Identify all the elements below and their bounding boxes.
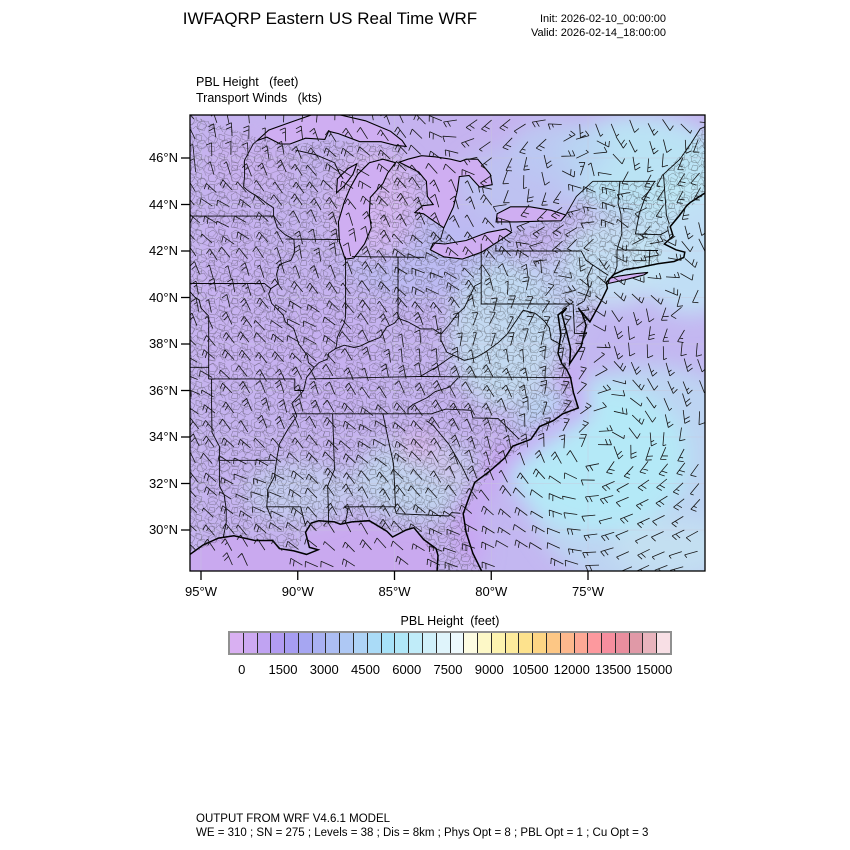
atlantic-coastline [462,192,705,571]
colorbar-tick-label: 4500 [351,662,380,677]
footer-model-line: OUTPUT FROM WRF V4.6.1 MODEL [196,813,391,825]
colorbar-cell [367,633,382,653]
colorbar-tick-label: 1500 [268,662,298,677]
field-label-winds: Transport Winds (kts) [196,91,322,105]
lon-tick-label: 75°W [572,584,604,599]
colorbar-cell [326,633,341,653]
colorbar-tick-label: 13500 [594,662,632,677]
colorbar-cell [271,633,286,653]
lat-tick-label: 32°N [148,475,178,491]
colorbar-cell [381,633,396,653]
colorbar-tick-label: 9000 [474,662,504,677]
lat-tick-label: 46°N [148,150,178,165]
colorbar-cell [629,633,644,653]
lat-tick-label: 30°N [148,522,178,537]
lon-tick-label: 80°W [475,584,508,599]
state-borders [190,126,705,538]
colorbar-cell [505,633,520,653]
gulf-of-mexico [190,520,438,571]
lat-tick-label: 44°N [148,196,178,212]
colorbar-cell [230,633,244,653]
field-label-pbl: PBL Height (feet) [196,75,299,89]
axis-tick-marks [181,157,589,580]
colorbar-cell [574,633,589,653]
colorbar-cell [643,633,658,653]
colorbar [228,631,672,655]
colorbar-cell [533,633,547,653]
colorbar-tick-label: 12000 [553,662,590,677]
colorbar-cell [298,633,313,653]
colorbar-cell [409,633,423,653]
colorbar-cell [243,633,258,653]
lat-tick-label: 42°N [148,243,178,258]
wind-barbs [190,115,705,571]
colorbar-cell [464,633,479,653]
colorbar-cell [257,633,272,653]
colorbar-cell [546,633,561,653]
colorbar-tick-label: 7500 [433,662,463,677]
map-frame [189,114,706,572]
colorbar-cell [602,633,616,653]
colorbar-tick-label: 3000 [309,662,339,677]
colorbar-tick-label: 10500 [512,662,549,677]
colorbar-cell [491,633,506,653]
lon-tick-label: 90°W [281,584,314,599]
colorbar-cell [312,633,327,653]
lat-tick-label: 36°N [148,382,178,398]
colorbar-cell [395,633,410,653]
model-time-stamp: Init: 2026-02-10_00:00:00 Valid: 2026-02… [531,13,666,40]
colorbar-cell [519,633,534,653]
colorbar-cell [285,633,299,653]
valid-time: Valid: 2026-02-14_18:00:00 [531,26,666,39]
colorbar-cell [478,633,492,653]
colorbar-title: PBL Height (feet) [400,614,500,628]
colorbar-cell [354,633,368,653]
colorbar-cell [615,633,630,653]
colorbar-cell [588,633,603,653]
footer-config-line: WE = 310 ; SN = 275 ; Levels = 38 ; Dis … [196,827,649,839]
lat-tick-label: 40°N [148,289,178,305]
init-time: Init: 2026-02-10_00:00:00 [540,13,666,25]
colorbar-tick-label: 0 [238,662,246,677]
lon-tick-label: 95°W [185,584,217,599]
lat-tick-label: 38°N [148,336,178,351]
lat-tick-label: 34°N [148,429,178,444]
colorbar-tick-label: 6000 [392,662,422,677]
colorbar-cell [436,633,451,653]
lon-tick-label: 85°W [378,584,411,599]
plot-title: IWFAQRP Eastern US Real Time WRF [182,9,478,28]
colorbar-cell [422,633,437,653]
colorbar-tick-label: 15000 [636,662,673,677]
colorbar-cell [657,633,670,653]
map-layers [190,115,705,571]
colorbar-cell [560,633,575,653]
colorbar-cell [450,633,465,653]
gulf-coastline [190,519,439,571]
colorbar-cell [340,633,355,653]
